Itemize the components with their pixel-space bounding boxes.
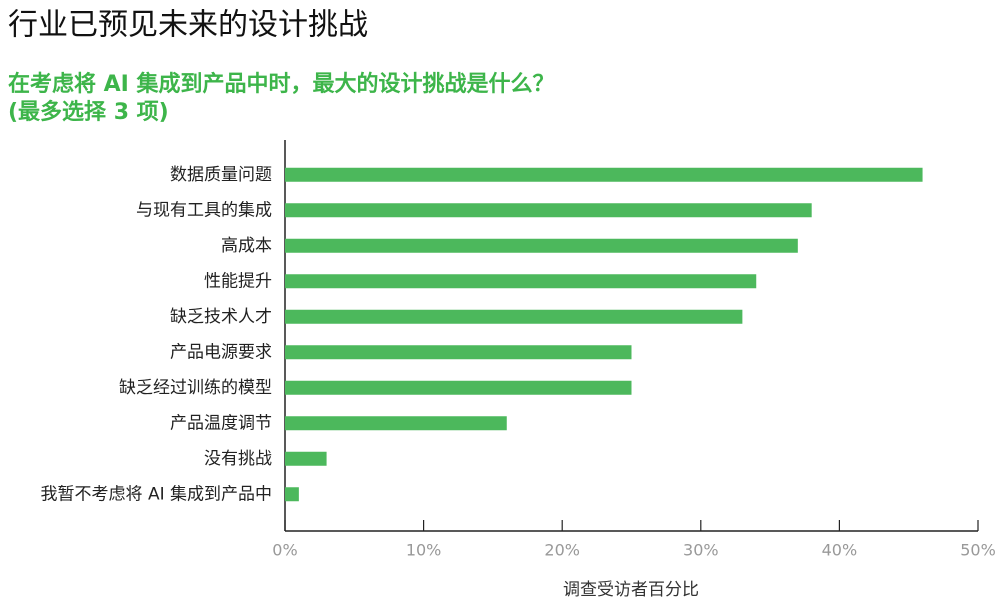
x-axis-label: 调查受访者百分比 [563,580,699,600]
bar [285,167,923,182]
bar [285,238,798,253]
x-tick-label: 20% [544,541,580,560]
x-tick-label: 50% [960,541,996,560]
y-tick-label: 产品电源要求 [170,342,272,362]
chart-subtitle: 在考虑将 AI 集成到产品中时，最大的设计挑战是什么？ [8,71,555,97]
y-tick-label: 我暂不考虑将 AI 集成到产品中 [41,484,272,504]
bar [285,451,327,466]
chart-title: 行业已预见未来的设计挑战 [8,8,368,43]
x-tick-label: 10% [406,541,442,560]
bar [285,487,299,502]
bar [285,203,812,218]
bar [285,309,743,324]
y-tick-label: 缺乏经过训练的模型 [119,378,272,398]
y-tick-label: 与现有工具的集成 [136,200,272,220]
y-tick-label: 数据质量问题 [170,165,272,185]
y-tick-label: 产品温度调节 [170,413,272,433]
x-tick-label: 40% [822,541,858,560]
y-tick-label: 没有挑战 [204,449,272,469]
bar [285,380,632,395]
y-tick-label: 高成本 [221,236,272,256]
y-tick-label: 缺乏技术人才 [170,307,272,327]
bar [285,345,632,360]
bar [285,416,507,431]
bar [285,274,757,289]
chart-subtitle: (最多选择 3 项) [8,99,169,125]
x-tick-label: 30% [683,541,719,560]
y-tick-label: 性能提升 [204,271,272,291]
x-tick-label: 0% [272,541,297,560]
